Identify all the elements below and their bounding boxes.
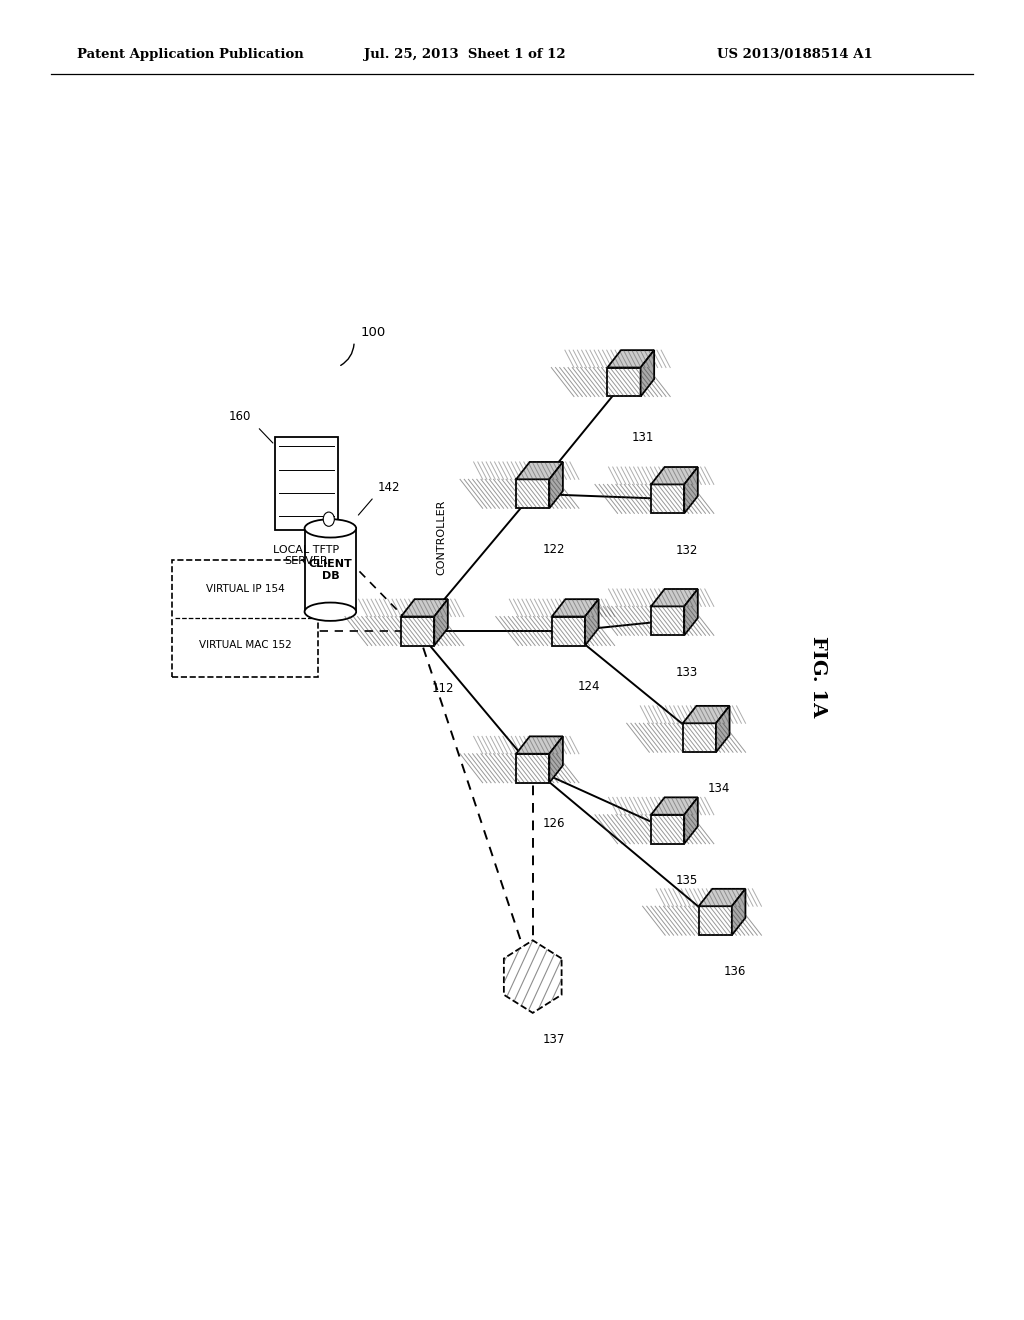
Polygon shape — [641, 350, 654, 396]
Circle shape — [324, 512, 334, 527]
Polygon shape — [684, 589, 697, 635]
Polygon shape — [684, 797, 697, 843]
Polygon shape — [552, 599, 599, 616]
Text: 142: 142 — [378, 480, 400, 494]
Text: 126: 126 — [543, 817, 565, 830]
Text: VIRTUAL IP 154: VIRTUAL IP 154 — [206, 583, 285, 594]
Polygon shape — [516, 479, 549, 508]
Polygon shape — [651, 467, 697, 484]
Polygon shape — [716, 706, 729, 752]
Text: 135: 135 — [676, 874, 697, 887]
Text: 136: 136 — [723, 965, 745, 978]
Text: Patent Application Publication: Patent Application Publication — [77, 48, 303, 61]
FancyBboxPatch shape — [304, 528, 356, 611]
FancyBboxPatch shape — [274, 437, 338, 531]
Polygon shape — [549, 462, 563, 508]
Text: 100: 100 — [360, 326, 386, 339]
Polygon shape — [516, 737, 563, 754]
Polygon shape — [651, 797, 697, 814]
Text: 132: 132 — [676, 544, 698, 557]
Polygon shape — [651, 484, 684, 513]
Text: Jul. 25, 2013  Sheet 1 of 12: Jul. 25, 2013 Sheet 1 of 12 — [364, 48, 565, 61]
Text: 160: 160 — [228, 409, 251, 422]
Text: VIRTUAL MAC 152: VIRTUAL MAC 152 — [199, 640, 292, 651]
Polygon shape — [698, 907, 732, 935]
Text: US 2013/0188514 A1: US 2013/0188514 A1 — [717, 48, 872, 61]
Text: 134: 134 — [708, 783, 730, 796]
Polygon shape — [585, 599, 599, 645]
Polygon shape — [651, 814, 684, 843]
Text: 124: 124 — [578, 680, 600, 693]
Polygon shape — [683, 723, 716, 752]
Text: CONTROLLER: CONTROLLER — [436, 500, 446, 576]
Polygon shape — [549, 737, 563, 783]
Polygon shape — [651, 589, 697, 606]
Ellipse shape — [304, 519, 356, 537]
Text: 131: 131 — [632, 430, 654, 444]
Text: 112: 112 — [432, 682, 455, 694]
Polygon shape — [516, 462, 563, 479]
Text: 133: 133 — [676, 665, 697, 678]
Polygon shape — [504, 940, 561, 1012]
Text: LOCAL TFTP
SERVER: LOCAL TFTP SERVER — [273, 545, 340, 566]
Polygon shape — [607, 350, 654, 367]
Polygon shape — [607, 367, 641, 396]
Text: FIG. 1A: FIG. 1A — [809, 636, 827, 717]
Text: CLIENT
DB: CLIENT DB — [308, 560, 352, 581]
Text: 137: 137 — [543, 1032, 564, 1045]
Polygon shape — [732, 888, 745, 935]
Polygon shape — [698, 888, 745, 907]
Polygon shape — [684, 467, 697, 513]
Polygon shape — [552, 616, 585, 645]
Polygon shape — [434, 599, 447, 645]
Ellipse shape — [304, 602, 356, 620]
Polygon shape — [401, 616, 434, 645]
Polygon shape — [683, 706, 729, 723]
Polygon shape — [516, 754, 549, 783]
Text: 122: 122 — [543, 543, 565, 556]
Polygon shape — [401, 599, 447, 616]
Polygon shape — [651, 606, 684, 635]
